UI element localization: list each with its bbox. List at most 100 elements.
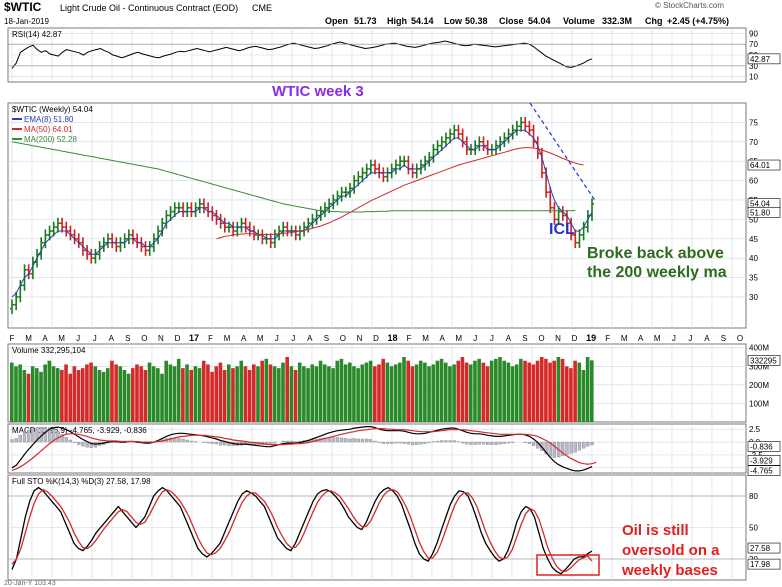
x-tick-label: M (422, 334, 429, 343)
macd-histogram-bar (452, 440, 456, 443)
rsi-ytick-label: 10 (749, 73, 758, 82)
header-date: 18-Jan-2019 (4, 17, 49, 26)
stochastic-title: Full STO %K(14,3) %D(3) 27.58, 17.98 (12, 477, 151, 486)
volume-bar (502, 360, 506, 422)
macd-histogram-bar (381, 441, 386, 444)
macd-histogram-bar (193, 441, 198, 443)
price-title: $WTIC (Weekly) 54.04 (12, 105, 93, 114)
price-bar (360, 167, 365, 183)
price-ytick-label: 35 (749, 274, 758, 283)
macd-histogram-bar (77, 441, 81, 445)
volume-bar (494, 358, 498, 422)
macd-histogram-bar (448, 440, 452, 443)
volume-bar (285, 357, 289, 422)
volume-bar (89, 362, 93, 422)
macd-ytick-label: 2.5 (749, 425, 761, 434)
macd-histogram-bar (548, 441, 552, 457)
macd-last-label: -0.836 (750, 442, 773, 451)
volume-bar (55, 368, 60, 422)
volume-bar (585, 357, 590, 422)
sto-tag (747, 558, 781, 570)
volume-bar (356, 368, 360, 422)
price-tag-label: 54.04 (750, 200, 771, 209)
sto-k-line (11, 486, 593, 575)
volume-bar (118, 366, 123, 422)
volume-bar (168, 364, 173, 422)
volume-bar (176, 358, 181, 422)
volume-ytick-label: 400M (749, 344, 769, 353)
x-tick-label: A (42, 334, 48, 343)
price-ytick-label: 40 (749, 254, 758, 263)
volume-bar (293, 370, 298, 422)
price-tag (747, 207, 781, 218)
macd-histogram-bar (18, 435, 22, 443)
macd-histogram-bar (68, 439, 73, 443)
macd-histogram-bar (47, 427, 52, 443)
macd-histogram-bar (498, 441, 502, 445)
volume-bar (260, 360, 264, 422)
macd-histogram-bar (490, 441, 494, 445)
volume-bar (510, 366, 515, 422)
macd-histogram-bar (189, 440, 194, 443)
price-bar (55, 217, 60, 233)
macd-histogram-bar (423, 441, 427, 444)
x-tick-label: 17 (189, 333, 199, 343)
volume-bar (498, 357, 502, 422)
volume-bar (47, 360, 52, 422)
macd-histogram-bar (456, 441, 461, 443)
volume-bar (189, 370, 194, 422)
x-tick-label: M (58, 334, 65, 343)
sto-last-label: 27.58 (750, 544, 771, 553)
x-tick-label: A (241, 334, 247, 343)
volume-bar (485, 366, 490, 422)
volume-bar (218, 362, 223, 422)
volume-bar (281, 362, 285, 422)
volume-bar (556, 357, 561, 422)
volume-bar (464, 362, 469, 422)
macd-histogram-bar (402, 441, 406, 444)
volume-bar (193, 366, 198, 422)
x-tick-label: M (257, 334, 264, 343)
x-tick-label: D (175, 334, 181, 343)
volume-bar (548, 362, 552, 422)
volume-bar (201, 360, 206, 422)
x-tick-label: A (440, 334, 446, 343)
volume-bar (264, 358, 269, 422)
price-overlay-line (11, 141, 576, 213)
volume-bar (410, 366, 415, 422)
volume-bar (97, 370, 102, 422)
downtrend-line (529, 102, 597, 203)
volume-bar (489, 360, 494, 422)
volume-bar (552, 360, 557, 422)
x-tick-label: 19 (586, 333, 596, 343)
macd-histogram-bar (214, 441, 219, 445)
macd-histogram-bar (582, 441, 586, 449)
macd-histogram-bar (168, 437, 173, 443)
volume-bar (289, 366, 294, 422)
price-tag (747, 159, 781, 171)
open-label: Open (325, 16, 348, 26)
volume-bar (431, 364, 436, 422)
legend-label: EMA(8) 51.80 (24, 115, 74, 124)
x-tick-label: O (737, 334, 743, 343)
price-bar (10, 299, 14, 315)
annotation-ma-line1: Broke back above (587, 245, 724, 262)
macd-histogram-bar (569, 441, 573, 454)
macd-line (11, 426, 593, 472)
volume-bar (30, 366, 35, 422)
x-tick-label: J (291, 334, 295, 343)
macd-histogram-bar (339, 437, 344, 443)
macd-histogram-bar (410, 441, 415, 445)
macd-histogram-bar (331, 437, 335, 443)
stochastic-ytick-label: 50 (749, 524, 758, 533)
volume-bar (331, 368, 335, 422)
volume-bar (314, 366, 319, 422)
x-tick-label: M (654, 334, 661, 343)
rsi-last-label: 42.87 (750, 55, 771, 64)
volume-bar (393, 364, 398, 422)
volume-bar (573, 360, 577, 422)
volume-bar (564, 366, 569, 422)
macd-histogram-bar (431, 441, 436, 443)
volume-tag (747, 355, 781, 366)
oversold-box (536, 554, 600, 576)
